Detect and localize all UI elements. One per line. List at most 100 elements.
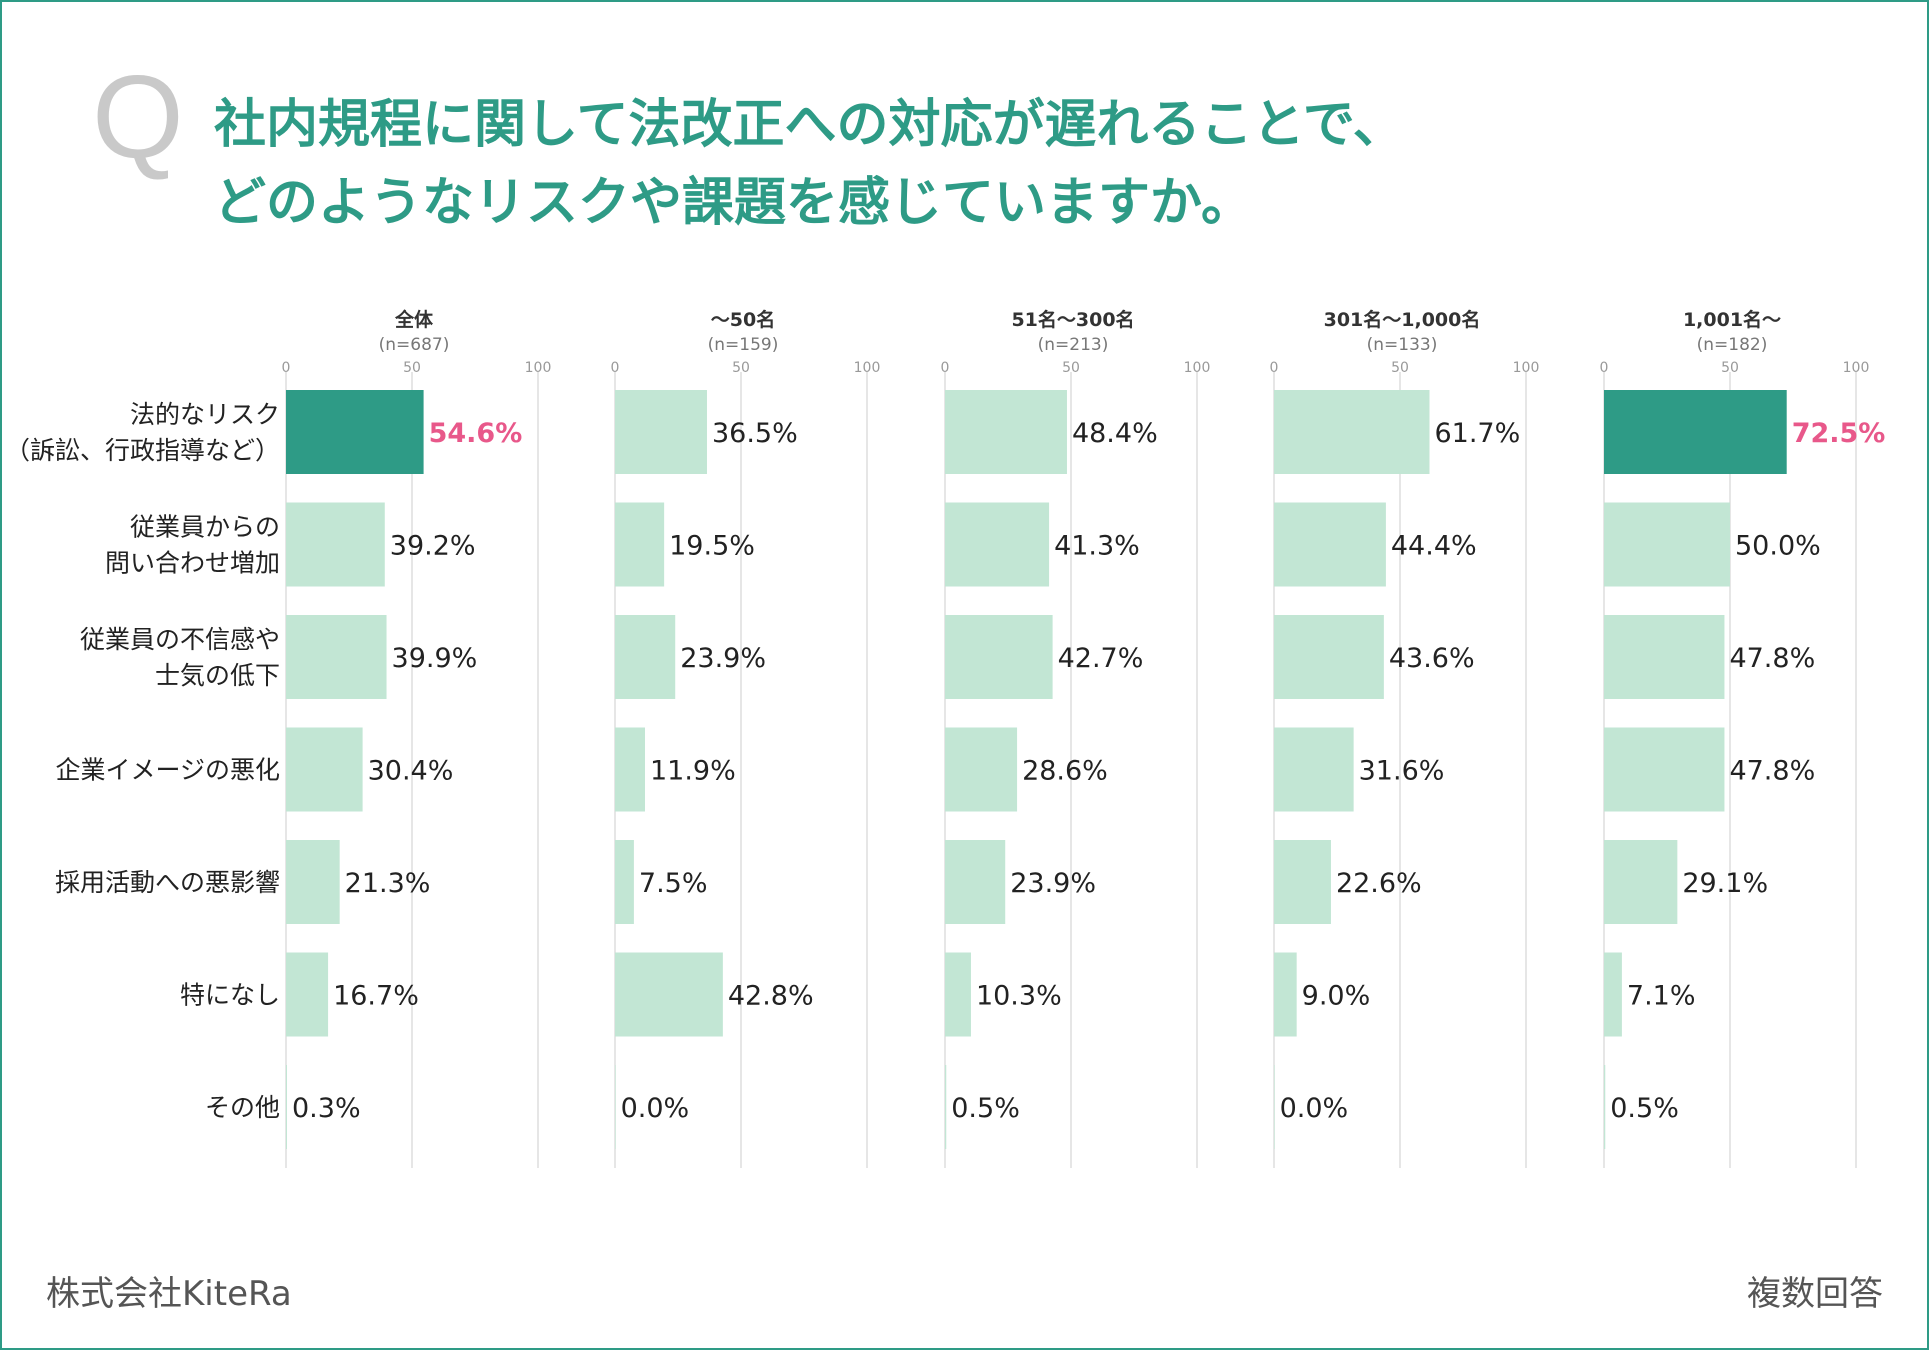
data-label: 41.3%: [1054, 531, 1140, 562]
data-label: 0.0%: [1280, 1093, 1349, 1124]
bar: [615, 727, 645, 812]
category-label: 従業員からの: [130, 513, 280, 542]
data-label: 19.5%: [669, 531, 755, 562]
data-label: 42.7%: [1058, 643, 1144, 674]
bar: [1274, 727, 1354, 812]
data-label: 50.0%: [1735, 531, 1821, 562]
bar: [286, 727, 363, 812]
data-label: 48.4%: [1072, 418, 1158, 449]
data-label: 11.9%: [650, 756, 736, 787]
category-label: 士気の低下: [155, 661, 280, 690]
bar: [286, 840, 340, 924]
data-label: 47.8%: [1729, 756, 1815, 787]
bar: [615, 1065, 616, 1149]
bar: [615, 952, 723, 1037]
data-label: 10.3%: [976, 981, 1062, 1012]
data-label: 36.5%: [712, 418, 798, 449]
bar: [945, 1065, 947, 1149]
bar: [1604, 502, 1730, 587]
bar: [945, 727, 1018, 812]
axis-tick-label: 50: [403, 360, 421, 376]
bar: [1274, 502, 1386, 587]
data-label: 29.1%: [1682, 868, 1768, 899]
axis-tick-label: 100: [1184, 360, 1211, 376]
bar: [1604, 952, 1622, 1037]
bar: [1274, 840, 1331, 924]
axis-tick-label: 50: [1721, 360, 1739, 376]
bar: [1604, 390, 1787, 474]
data-label: 42.8%: [728, 981, 814, 1012]
bar: [286, 1065, 287, 1149]
data-label: 21.3%: [345, 868, 431, 899]
data-label: 0.3%: [292, 1093, 361, 1124]
panel-header: 301名〜1,000名: [1324, 308, 1481, 331]
bar: [286, 615, 387, 699]
data-label: 28.6%: [1022, 756, 1108, 787]
axis-tick-label: 50: [732, 360, 750, 376]
bar: [286, 502, 385, 587]
data-label: 54.6%: [429, 418, 523, 449]
category-label: 従業員の不信感や: [80, 625, 280, 654]
panel-header: 51名〜300名: [1011, 308, 1134, 331]
bar: [945, 615, 1053, 699]
data-label: 23.9%: [1010, 868, 1096, 899]
axis-tick-label: 0: [611, 360, 620, 376]
category-label: その他: [205, 1093, 280, 1122]
category-label: 問い合わせ増加: [105, 549, 280, 578]
bar: [1604, 1065, 1606, 1149]
axis-tick-label: 0: [941, 360, 950, 376]
data-label: 0.5%: [1610, 1093, 1679, 1124]
category-label: 法的なリスク: [130, 400, 280, 429]
question-title-line-2: どのようなリスクや課題を感じていますか。: [214, 173, 1253, 233]
panel-sample-size: (n=213): [1038, 335, 1109, 355]
bar: [1604, 615, 1725, 699]
bar: [1274, 1065, 1275, 1149]
axis-tick-label: 100: [1513, 360, 1540, 376]
bar: [286, 390, 424, 474]
data-label: 47.8%: [1729, 643, 1815, 674]
axis-tick-label: 50: [1062, 360, 1080, 376]
panel-header: 〜50名: [711, 308, 775, 331]
panel-header: 全体: [394, 308, 434, 331]
axis-tick-label: 100: [525, 360, 552, 376]
bar: [1274, 390, 1430, 474]
question-title-line-1: 社内規程に関して法改正への対応が遅れることで、: [214, 95, 1405, 155]
panel-sample-size: (n=159): [708, 335, 779, 355]
data-label: 72.5%: [1792, 418, 1886, 449]
data-label: 22.6%: [1336, 868, 1422, 899]
bar: [1274, 952, 1297, 1037]
bar: [945, 390, 1067, 474]
bar: [615, 615, 676, 699]
company-name: 株式会社KiteRa: [46, 1274, 292, 1314]
bar: [945, 502, 1050, 587]
panel-sample-size: (n=182): [1697, 335, 1768, 355]
bar: [1604, 840, 1678, 924]
data-label: 16.7%: [333, 981, 419, 1012]
question-title: 社内規程に関して法改正への対応が遅れることで、 どのようなリスクや課題を感じてい…: [214, 86, 1814, 242]
data-label: 0.0%: [621, 1093, 690, 1124]
bar: [615, 390, 707, 474]
bar: [286, 952, 329, 1037]
category-label: 採用活動への悪影響: [55, 868, 280, 897]
data-label: 0.5%: [951, 1093, 1020, 1124]
axis-tick-label: 0: [282, 360, 291, 376]
axis-tick-label: 50: [1391, 360, 1409, 376]
bar: [1604, 727, 1725, 812]
data-label: 30.4%: [368, 756, 454, 787]
data-label: 43.6%: [1389, 643, 1475, 674]
data-label: 61.7%: [1434, 418, 1520, 449]
data-label: 39.2%: [390, 531, 476, 562]
category-label: （訴訟、行政指導など）: [5, 436, 280, 465]
bar: [615, 840, 634, 924]
panel-header: 1,001名〜: [1683, 308, 1781, 331]
data-label: 23.9%: [680, 643, 766, 674]
panel-sample-size: (n=687): [379, 335, 450, 355]
bar: [945, 952, 971, 1037]
category-label: 特になし: [180, 981, 280, 1010]
axis-tick-label: 0: [1600, 360, 1609, 376]
data-label: 39.9%: [392, 643, 478, 674]
axis-tick-label: 100: [1843, 360, 1870, 376]
axis-tick-label: 0: [1270, 360, 1279, 376]
